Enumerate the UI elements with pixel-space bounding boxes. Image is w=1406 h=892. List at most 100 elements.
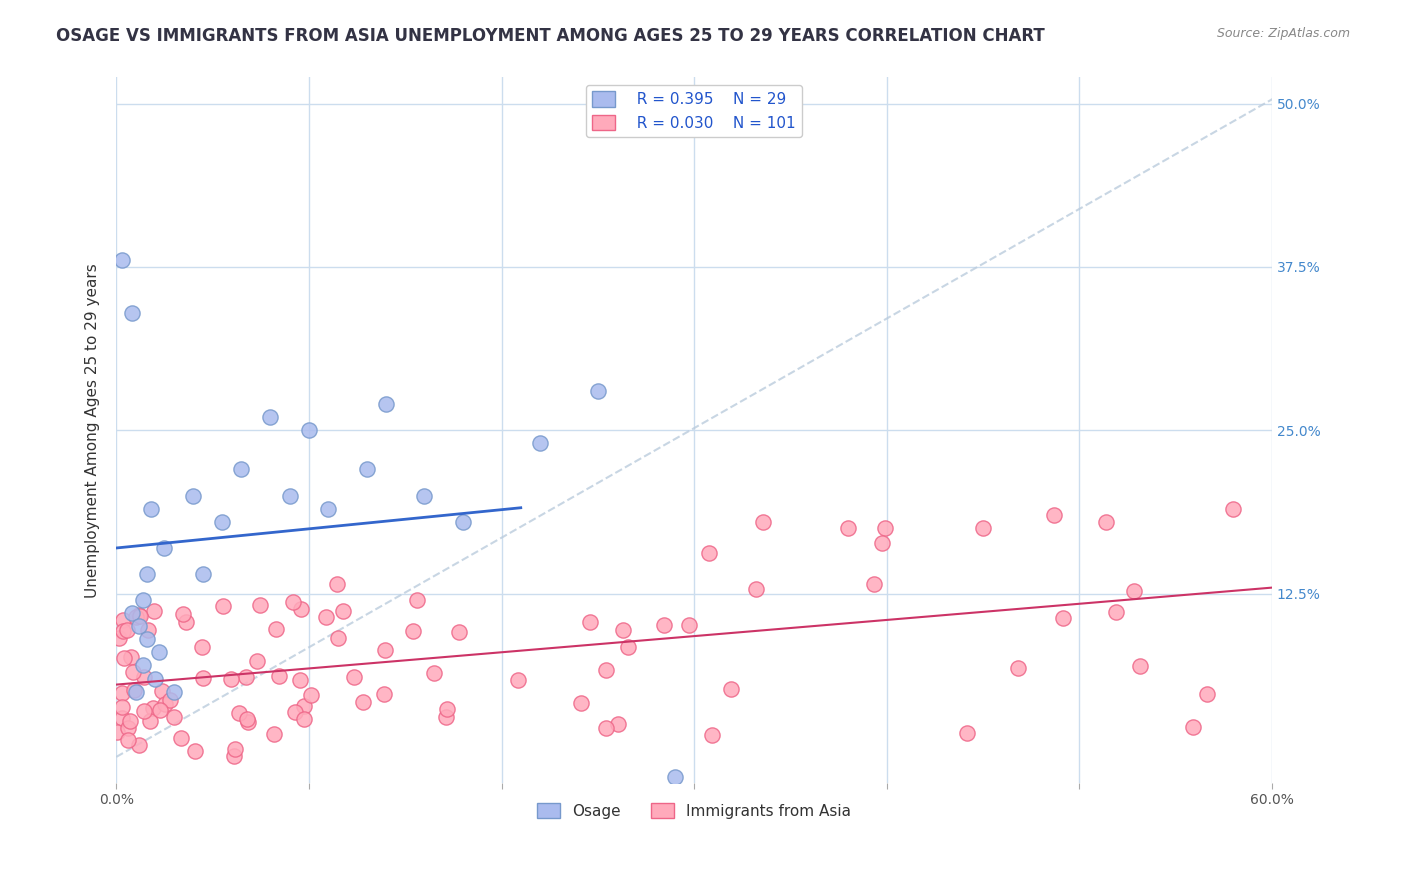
Point — [837, 521, 859, 535]
Point — [451, 515, 474, 529]
Point — [148, 645, 170, 659]
Point — [136, 566, 159, 581]
Point — [172, 607, 194, 622]
Point — [138, 623, 160, 637]
Point — [298, 423, 321, 437]
Point — [447, 624, 470, 639]
Point — [1129, 658, 1152, 673]
Point — [120, 714, 142, 728]
Point — [191, 566, 214, 581]
Point — [745, 582, 768, 596]
Point — [697, 546, 720, 560]
Point — [211, 515, 233, 529]
Point — [1195, 687, 1218, 701]
Point — [136, 632, 159, 647]
Point — [191, 671, 214, 685]
Point — [652, 618, 675, 632]
Point — [956, 725, 979, 739]
Point — [128, 607, 150, 622]
Y-axis label: Unemployment Among Ages 25 to 29 years: Unemployment Among Ages 25 to 29 years — [86, 263, 100, 598]
Point — [111, 685, 134, 699]
Point — [1222, 501, 1244, 516]
Point — [586, 384, 609, 398]
Point — [578, 615, 600, 630]
Point — [170, 731, 193, 745]
Point — [174, 615, 197, 629]
Point — [612, 623, 634, 637]
Point — [423, 666, 446, 681]
Point — [434, 709, 457, 723]
Point — [238, 715, 260, 730]
Point — [105, 724, 128, 739]
Point — [181, 489, 204, 503]
Point — [139, 501, 162, 516]
Point — [219, 672, 242, 686]
Point — [149, 703, 172, 717]
Point — [159, 693, 181, 707]
Point — [124, 684, 146, 698]
Point — [121, 305, 143, 319]
Point — [222, 748, 245, 763]
Point — [678, 617, 700, 632]
Legend: Osage, Immigrants from Asia: Osage, Immigrants from Asia — [531, 797, 858, 825]
Point — [316, 501, 339, 516]
Point — [1052, 611, 1074, 625]
Point — [163, 684, 186, 698]
Point — [1122, 584, 1144, 599]
Point — [269, 668, 291, 682]
Point — [111, 711, 134, 725]
Point — [231, 462, 253, 476]
Point — [284, 705, 307, 719]
Point — [406, 592, 429, 607]
Point — [702, 728, 724, 742]
Point — [121, 606, 143, 620]
Point — [413, 489, 436, 503]
Point — [506, 673, 529, 688]
Point — [875, 521, 897, 535]
Point — [281, 595, 304, 609]
Point — [117, 624, 139, 638]
Point — [264, 622, 287, 636]
Point — [235, 670, 257, 684]
Point — [1007, 661, 1029, 675]
Point — [569, 697, 592, 711]
Point — [752, 516, 775, 530]
Point — [120, 650, 142, 665]
Point — [112, 624, 135, 638]
Point — [128, 609, 150, 624]
Point — [292, 712, 315, 726]
Point — [870, 536, 893, 550]
Point — [288, 673, 311, 688]
Point — [664, 770, 686, 784]
Point — [132, 705, 155, 719]
Point — [150, 684, 173, 698]
Point — [595, 663, 617, 677]
Point — [117, 721, 139, 735]
Point — [332, 604, 354, 618]
Point — [211, 599, 233, 613]
Point — [263, 727, 285, 741]
Point — [138, 714, 160, 728]
Point — [436, 702, 458, 716]
Point — [111, 700, 134, 714]
Point — [246, 654, 269, 668]
Point — [606, 717, 628, 731]
Point — [236, 712, 259, 726]
Point — [342, 670, 364, 684]
Point — [862, 577, 884, 591]
Point — [153, 541, 176, 555]
Point — [315, 609, 337, 624]
Point — [117, 732, 139, 747]
Point — [292, 699, 315, 714]
Point — [125, 610, 148, 624]
Point — [356, 462, 378, 476]
Point — [183, 744, 205, 758]
Point — [1095, 515, 1118, 529]
Point — [122, 665, 145, 680]
Point — [111, 253, 134, 268]
Point — [352, 694, 374, 708]
Point — [299, 688, 322, 702]
Point — [326, 631, 349, 645]
Point — [128, 619, 150, 633]
Point — [114, 650, 136, 665]
